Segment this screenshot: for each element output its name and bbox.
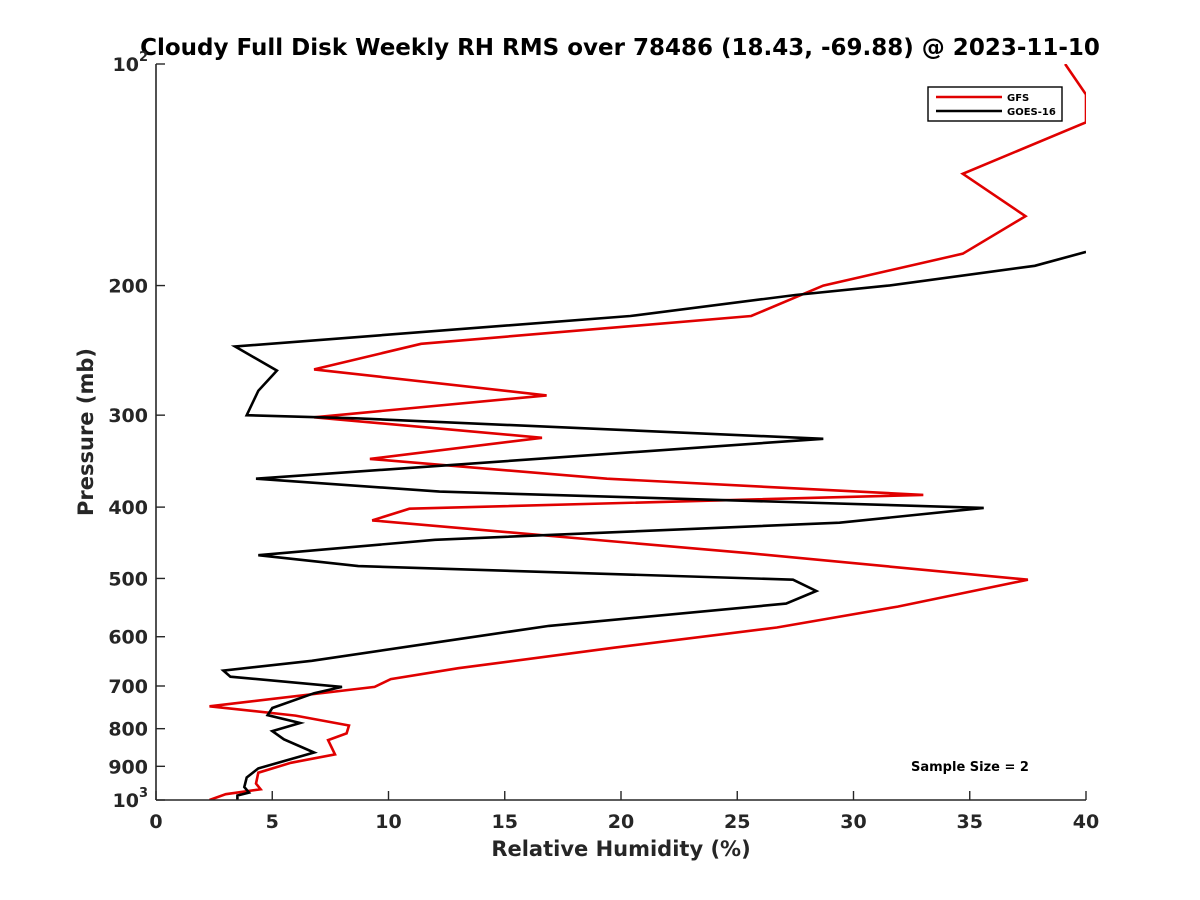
y-tick-label: 500: [108, 568, 148, 590]
y-tick-label-base: 600: [108, 627, 148, 649]
y-tick-label: 700: [108, 676, 148, 698]
y-axis-label: Pressure (mb): [74, 348, 98, 516]
x-ticks: 0 5 10 15 20 25 30 35 40: [149, 791, 1099, 833]
legend-box: [927, 86, 1063, 122]
x-tick-label: 0: [149, 811, 162, 833]
sample-size-annotation: Sample Size = 2: [911, 760, 1029, 775]
legend-label-gfs: GFS: [1007, 93, 1029, 104]
series-layer: [209, 64, 1086, 800]
y-tick-label: 200: [108, 276, 148, 298]
x-axis-label: Relative Humidity (%): [491, 837, 750, 861]
series-line-gfs: [209, 64, 1086, 800]
y-tick-label-base: 700: [108, 676, 148, 698]
legend: GFS GOES-16: [927, 86, 1063, 122]
y-tick-label: 900: [108, 756, 148, 778]
x-tick-label: 10: [375, 811, 401, 833]
x-tick-label: 5: [266, 811, 279, 833]
y-tick-label-base: 10: [113, 790, 139, 812]
x-tick-label: 25: [724, 811, 750, 833]
x-tick-label: 30: [840, 811, 866, 833]
y-tick-label: 300: [108, 405, 148, 427]
chart-title: Cloudy Full Disk Weekly RH RMS over 7848…: [140, 35, 1100, 61]
x-tick-label: 15: [492, 811, 518, 833]
y-tick-label-exponent: 3: [139, 786, 148, 801]
x-tick-label: 35: [957, 811, 983, 833]
series-line-goes-16: [220, 250, 1086, 800]
y-tick-label: 600: [108, 627, 148, 649]
y-tick-label: 800: [108, 719, 148, 741]
y-tick-label: 103: [113, 786, 149, 812]
legend-label-goes-16: GOES-16: [1007, 107, 1056, 118]
y-tick-label-base: 400: [108, 497, 148, 519]
y-tick-label: 102: [113, 50, 149, 76]
x-tick-label: 20: [608, 811, 634, 833]
x-tick-label: 40: [1073, 811, 1099, 833]
y-tick-label-base: 500: [108, 568, 148, 590]
y-tick-label-base: 300: [108, 405, 148, 427]
y-tick-label-base: 800: [108, 719, 148, 741]
y-tick-label-base: 900: [108, 756, 148, 778]
y-tick-label-exponent: 2: [139, 50, 148, 65]
y-tick-label-base: 200: [108, 276, 148, 298]
y-tick-label-base: 10: [113, 54, 139, 76]
y-tick-label: 400: [108, 497, 148, 519]
